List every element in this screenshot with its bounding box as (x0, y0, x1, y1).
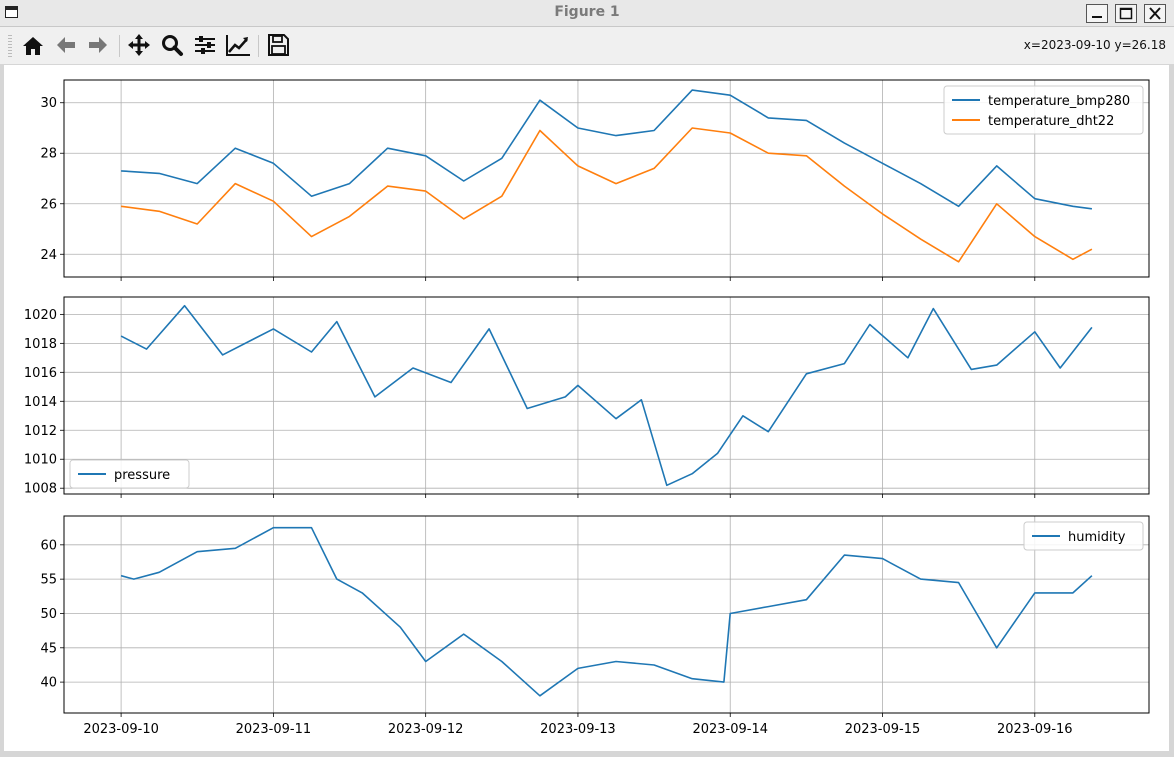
x-tick-label: 2023-09-12 (388, 722, 464, 737)
toolbar: x=2023-09-10 y=26.18 (0, 27, 1174, 64)
coordinates-readout: x=2023-09-10 y=26.18 (1023, 38, 1166, 52)
edit-axis-button[interactable] (224, 31, 252, 59)
x-tick-label: 2023-09-16 (997, 722, 1073, 737)
y-tick-label: 1020 (24, 308, 57, 323)
y-tick-label: 1012 (24, 424, 57, 439)
legend: pressure (69, 459, 190, 489)
edit-axis-icon (226, 35, 250, 56)
x-tick-label: 2023-09-11 (236, 722, 312, 737)
legend-box (943, 85, 1144, 135)
series-line-pressure (120, 304, 1093, 487)
save-icon (268, 34, 289, 56)
y-tick-label: 50 (40, 607, 57, 622)
y-tick-label: 1016 (24, 366, 57, 381)
configure-subplots-icon (195, 36, 215, 54)
legend-label: temperature_bmp280 (988, 94, 1130, 109)
home-icon (23, 37, 43, 55)
toolbar-separator (119, 35, 120, 57)
axes-1: 24 26 28 30 temperature_bmp280 temperature_dh… (40, 79, 1150, 281)
y-tick-label: 26 (40, 197, 57, 212)
minimize-icon (1092, 16, 1102, 18)
x-tick-label: 2023-09-13 (540, 722, 616, 737)
zoom-icon (162, 35, 183, 56)
legend: temperature_bmp280 temperature_dht22 (943, 85, 1144, 135)
maximize-button[interactable] (1115, 4, 1137, 23)
y-tick-label: 1010 (24, 453, 57, 468)
legend-box (69, 459, 190, 489)
y-tick-label: 28 (40, 147, 57, 162)
legend-label: humidity (1068, 530, 1126, 545)
y-tick-label: 60 (40, 538, 57, 553)
forward-button[interactable] (84, 31, 112, 59)
x-tick-label: 2023-09-15 (845, 722, 921, 737)
axes-frame (63, 515, 1150, 714)
legend: humidity (1023, 521, 1144, 551)
back-arrow-icon (57, 37, 75, 53)
legend-label: pressure (114, 468, 170, 483)
axes-3: 2023-09-10 2023-09-11 2023-09-12 2023-09-13… (40, 515, 1150, 737)
x-tick-label: 2023-09-14 (692, 722, 768, 737)
y-tick-label: 40 (40, 676, 57, 691)
toolbar-separator (258, 35, 259, 57)
series-line-temperature_dht22 (120, 127, 1093, 263)
forward-arrow-icon (89, 37, 107, 53)
save-button[interactable] (264, 31, 292, 59)
series-line-humidity (120, 526, 1093, 697)
legend-label: temperature_dht22 (988, 114, 1114, 129)
y-tick-label: 1008 (24, 482, 57, 497)
axes-frame (63, 79, 1150, 278)
y-tick-label: 55 (40, 573, 57, 588)
y-tick-label: 30 (40, 96, 57, 111)
zoom-button[interactable] (158, 31, 186, 59)
configure-subplots-button[interactable] (191, 31, 219, 59)
title-bar: Figure 1 (0, 0, 1174, 27)
axes-2: 1008 1010 1012 1014 1016 1018 1020 pressure (24, 296, 1150, 498)
back-button[interactable] (52, 31, 80, 59)
minimize-button[interactable] (1086, 4, 1108, 23)
legend-box (1023, 521, 1144, 551)
home-button[interactable] (19, 31, 47, 59)
axes-frame (63, 296, 1150, 495)
figure-canvas[interactable]: 24 26 28 30 temperature_bmp280 temperature_dh… (4, 65, 1169, 751)
y-tick-label: 1018 (24, 337, 57, 352)
pan-button[interactable] (125, 31, 153, 59)
pan-icon (128, 34, 150, 56)
maximize-icon (1119, 7, 1133, 20)
series-line-temperature_bmp280 (121, 89, 1093, 210)
close-icon (1149, 7, 1161, 20)
y-tick-label: 1014 (24, 395, 57, 410)
figure-svg[interactable]: 24 26 28 30 temperature_bmp280 temperature_dh… (4, 65, 1169, 751)
x-tick-label: 2023-09-10 (83, 722, 159, 737)
app-icon (5, 6, 18, 18)
close-button[interactable] (1144, 4, 1166, 23)
toolbar-grip (8, 35, 12, 57)
window-title: Figure 1 (554, 4, 620, 20)
y-tick-label: 45 (40, 641, 57, 656)
y-tick-label: 24 (40, 248, 57, 263)
